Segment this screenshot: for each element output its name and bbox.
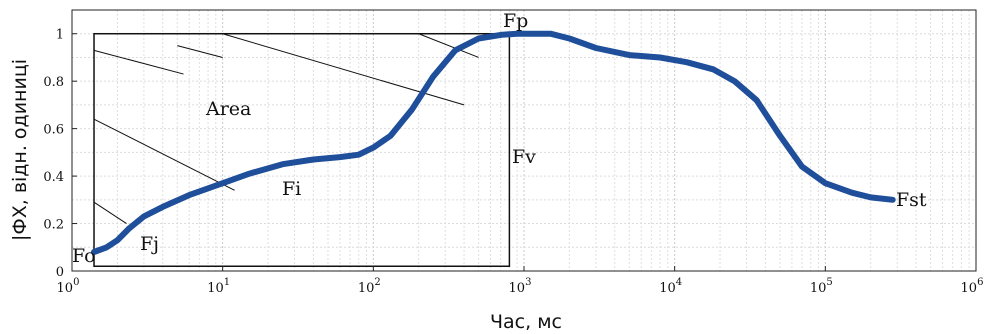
area-hatch-line — [93, 49, 184, 75]
annotation-fi: Fi — [282, 178, 301, 200]
x-tick-exponent: 3 — [525, 277, 531, 288]
x-axis-label: Час, мс — [490, 311, 562, 333]
x-tick-label: 103 — [509, 277, 532, 296]
x-tick-exponent: 2 — [374, 277, 380, 288]
x-tick-label: 105 — [810, 277, 833, 296]
area-box — [93, 32, 511, 268]
series-line — [91, 30, 896, 255]
y-tick-label: 0.2 — [43, 218, 64, 233]
area-hatch-line — [418, 33, 479, 58]
annotation-fp: Fp — [503, 10, 528, 32]
x-tick-label: 106 — [961, 277, 984, 296]
y-tick-label: 1 — [56, 28, 64, 43]
y-axis-label: |ФХ, відн. одиниці — [9, 59, 31, 241]
area-region — [93, 32, 511, 268]
grid — [71, 9, 976, 271]
x-tick-exponent: 4 — [676, 277, 682, 288]
area-hatch-line — [222, 33, 465, 106]
area-hatch-line — [93, 118, 235, 191]
x-tick-label: 104 — [659, 277, 682, 296]
area-hatch-line — [93, 201, 127, 224]
x-tick-exponent: 0 — [73, 277, 79, 288]
x-tick-exponent: 6 — [977, 277, 983, 288]
area-hatch-line — [177, 45, 223, 58]
x-tick-exponent: 5 — [826, 277, 832, 288]
y-axis-ticks: 0 0.2 0.4 0.6 0.8 1 — [43, 28, 77, 280]
x-axis-ticks: 100 101 102 103 104 105 106 — [57, 266, 984, 296]
x-tick-label: 102 — [358, 277, 381, 296]
y-tick-label: 0.6 — [43, 123, 64, 138]
annotation-area: Area — [205, 98, 251, 120]
x-tick-exponent: 1 — [224, 277, 230, 288]
x-tick-label: 101 — [207, 277, 230, 296]
annotation-fo: Fo — [72, 245, 96, 267]
annotation-fv: Fv — [512, 146, 536, 168]
annotation-fst: Fst — [896, 189, 927, 211]
y-tick-label: 0 — [56, 265, 64, 280]
y-tick-label: 0.4 — [43, 170, 64, 185]
y-tick-label: 0.8 — [43, 75, 64, 90]
annotation-fj: Fj — [140, 233, 159, 255]
